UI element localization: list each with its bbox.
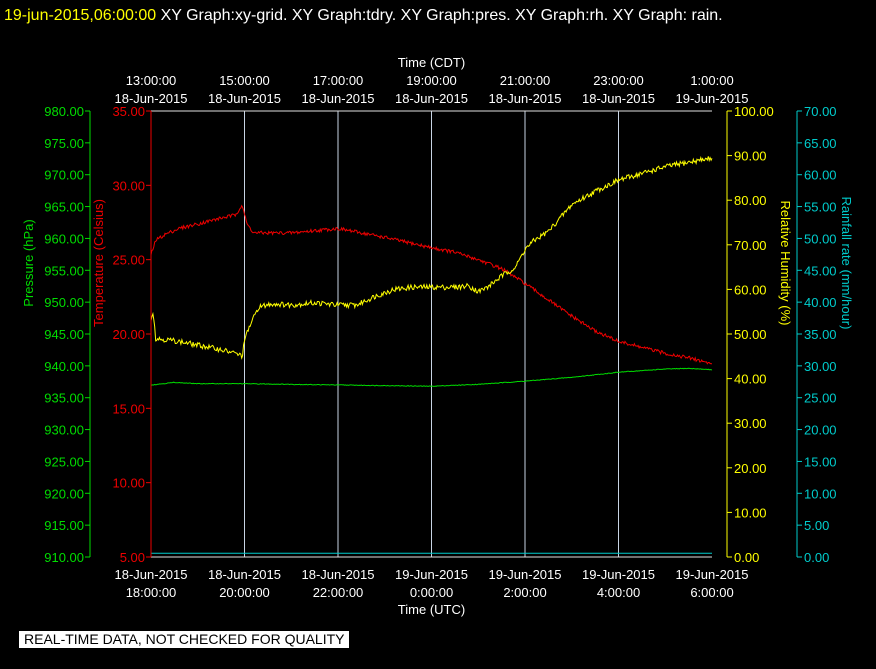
pressure-tick-label-10: 960.00 [44,231,84,246]
top-tick-time-3: 19:00:00 [406,73,457,88]
bottom-tick-time-6: 6:00:00 [690,585,733,600]
humidity-line [150,155,713,360]
pressure-tick-label-13: 975.00 [44,136,84,151]
axis-labels: Pressure (hPa) Temperature (Celsius) Relat… [21,55,854,617]
bottom-tick-date-4: 19-Jun-2015 [489,567,562,582]
rain-tick-label-4: 20.00 [804,423,837,438]
pressure-tick-label-1: 915.00 [44,518,84,533]
pressure-tick-label-9: 955.00 [44,263,84,278]
header-timestamp: 19-jun-2015,06:00:00 [4,7,157,24]
rain-tick-label-6: 30.00 [804,359,837,374]
bottom-tick-date-1: 18-Jun-2015 [208,567,281,582]
rain-tick-label-7: 35.00 [804,327,837,342]
bottom-tick-date-5: 19-Jun-2015 [582,567,655,582]
rain-tick-label-11: 55.00 [804,200,837,215]
axes: 910.00 915.00 920.00 925.00 930.00 935.00 940.… [44,104,836,565]
top-tick-date-6: 19-Jun-2015 [676,91,749,106]
pressure-tick-label-2: 920.00 [44,486,84,501]
temperature-line [150,204,712,365]
humidity-tick-label-8: 80.00 [734,193,767,208]
pressure-tick-label-12: 970.00 [44,168,84,183]
pressure-tick-label-5: 935.00 [44,391,84,406]
pressure-tick-label-0: 910.00 [44,550,84,565]
top-tick-time-2: 17:00:00 [313,73,364,88]
rain-tick-label-9: 45.00 [804,263,837,278]
bottom-tick-time-2: 22:00:00 [313,585,364,600]
rain-tick-label-14: 70.00 [804,104,837,119]
bottom-tick-date-6: 19-Jun-2015 [676,567,749,582]
humidity-tick-label-5: 50.00 [734,327,767,342]
temperature-tick-label-3: 20.00 [112,327,145,342]
rain-axis-label: Rainfall rate (mm/hour) [839,197,854,330]
rain-tick-label-0: 0.00 [804,550,829,565]
temperature-tick-label-4: 25.00 [112,253,145,268]
top-tick-date-3: 18-Jun-2015 [395,91,468,106]
pressure-line [150,367,713,387]
temperature-tick-label-5: 30.00 [112,178,145,193]
bottom-tick-time-3: 0:00:00 [410,585,453,600]
pressure-tick-label-6: 940.00 [44,359,84,374]
pressure-axis-label: Pressure (hPa) [21,219,36,306]
bottom-tick-time-0: 18:00:00 [126,585,177,600]
top-tick-date-0: 18-Jun-2015 [115,91,188,106]
rain-tick-label-13: 65.00 [804,136,837,151]
humidity-tick-label-1: 10.00 [734,505,767,520]
rain-tick-label-5: 25.00 [804,391,837,406]
pressure-tick-label-11: 965.00 [44,200,84,215]
rain-tick-label-12: 60.00 [804,168,837,183]
rain-tick-label-3: 15.00 [804,454,837,469]
temperature-tick-label-0: 5.00 [120,550,145,565]
pressure-tick-label-4: 930.00 [44,423,84,438]
bottom-tick-date-3: 19-Jun-2015 [395,567,468,582]
humidity-tick-label-3: 30.00 [734,416,767,431]
top-tick-date-1: 18-Jun-2015 [208,91,281,106]
humidity-tick-label-7: 70.00 [734,238,767,253]
top-tick-time-1: 15:00:00 [219,73,270,88]
humidity-tick-label-6: 60.00 [734,282,767,297]
top-tick-date-2: 18-Jun-2015 [302,91,375,106]
series-lines [150,155,713,554]
humidity-tick-label-10: 100.00 [734,104,774,119]
pressure-tick-label-8: 950.00 [44,295,84,310]
humidity-tick-label-9: 90.00 [734,149,767,164]
top-tick-time-6: 1:00:00 [690,73,733,88]
top-tick-date-4: 18-Jun-2015 [489,91,562,106]
bottom-tick-time-5: 4:00:00 [597,585,640,600]
pressure-tick-label-3: 925.00 [44,454,84,469]
top-tick-date-5: 18-Jun-2015 [582,91,655,106]
header-title: XY Graph:xy-grid. XY Graph:tdry. XY Grap… [156,7,723,24]
top-tick-time-5: 23:00:00 [593,73,644,88]
x-bottom-axis-label: Time (UTC) [398,602,465,617]
rain-tick-label-1: 5.00 [804,518,829,533]
rain-tick-label-2: 10.00 [804,486,837,501]
quality-banner: REAL-TIME DATA, NOT CHECKED FOR QUALITY [19,631,350,648]
temperature-tick-label-1: 10.00 [112,476,145,491]
temperature-axis-label: Temperature (Celsius) [91,199,106,327]
pressure-tick-label-7: 945.00 [44,327,84,342]
temperature-tick-label-2: 15.00 [112,401,145,416]
top-tick-time-4: 21:00:00 [500,73,551,88]
chart-header: 19-jun-2015,06:00:00 XY Graph:xy-grid. X… [4,3,864,29]
x-top-axis-label: Time (CDT) [398,55,465,70]
bottom-tick-date-2: 18-Jun-2015 [302,567,375,582]
humidity-axis-label: Relative Humidity (%) [778,201,793,326]
top-tick-time-0: 13:00:00 [126,73,177,88]
rain-tick-label-8: 40.00 [804,295,837,310]
bottom-tick-time-4: 2:00:00 [503,585,546,600]
temperature-tick-label-6: 35.00 [112,104,145,119]
grid-lines [244,111,619,557]
bottom-tick-date-0: 18-Jun-2015 [115,567,188,582]
pressure-tick-label-14: 980.00 [44,104,84,119]
humidity-tick-label-2: 20.00 [734,461,767,476]
humidity-tick-label-0: 0.00 [734,550,759,565]
humidity-tick-label-4: 40.00 [734,372,767,387]
rain-tick-label-10: 50.00 [804,231,837,246]
bottom-tick-time-1: 20:00:00 [219,585,270,600]
